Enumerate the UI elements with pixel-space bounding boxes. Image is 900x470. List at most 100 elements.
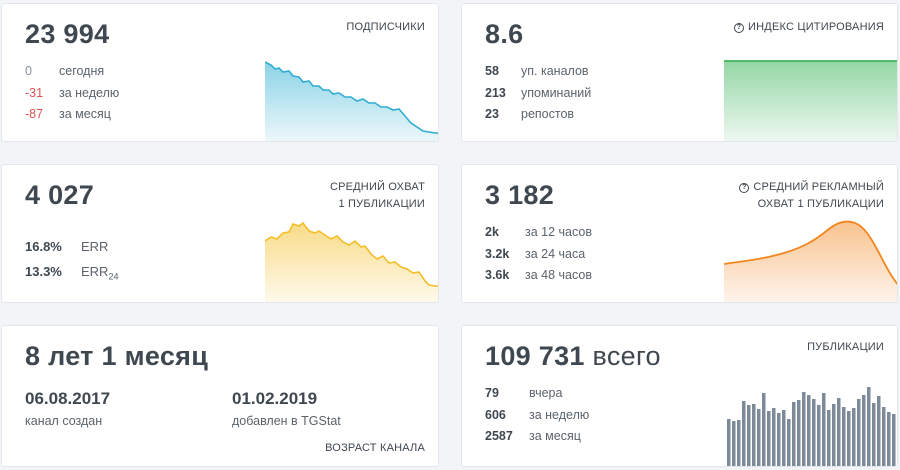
created-date: 06.08.2017 bbox=[25, 389, 111, 408]
pub-bar bbox=[762, 393, 766, 466]
pub-bar bbox=[882, 407, 886, 466]
citation-stats: 58 уп. каналов 213 упоминаний 23 репостов bbox=[485, 61, 591, 126]
ad-reach-sparkline bbox=[724, 220, 897, 302]
pub-bar bbox=[877, 396, 881, 466]
pub-bar bbox=[782, 410, 786, 466]
subscribers-stats: 0 сегодня -31 за неделю -87 за месяц bbox=[25, 61, 119, 126]
stat-value: -31 bbox=[25, 85, 44, 100]
pub-bar bbox=[797, 400, 801, 466]
err24-value: 13.3% bbox=[25, 264, 62, 279]
pub-bar bbox=[727, 419, 731, 466]
stat-row: 23 репостов bbox=[485, 104, 591, 126]
stat-label: за неделю bbox=[59, 85, 120, 100]
err24-row: 13.3% ERR24 bbox=[25, 259, 118, 284]
stat-label: за 12 часов bbox=[525, 225, 592, 239]
reach-sparkline bbox=[265, 221, 438, 302]
pub-bar bbox=[777, 413, 781, 466]
publications-total: 109 731 bbox=[485, 341, 585, 371]
ad-reach-label-line2: ОХВАТ 1 ПУБЛИКАЦИИ bbox=[757, 198, 884, 210]
stat-value: 0 bbox=[25, 64, 32, 78]
stat-value: 2587 bbox=[485, 429, 513, 443]
pub-bar bbox=[787, 419, 791, 466]
citation-label-text: ИНДЕКС ЦИТИРОВАНИЯ bbox=[748, 21, 884, 33]
stat-row: -87 за месяц bbox=[25, 104, 119, 126]
publications-suffix: всего bbox=[592, 341, 661, 371]
reach-value: 4 027 bbox=[25, 180, 95, 210]
citation-label: ? ИНДЕКС ЦИТИРОВАНИЯ bbox=[734, 19, 884, 36]
ad-reach-label: ? СРЕДНИЙ РЕКЛАМНЫЙ ОХВАТ 1 ПУБЛИКАЦИИ bbox=[739, 179, 884, 213]
stat-label: за 24 часа bbox=[525, 246, 586, 261]
stat-value: 3.2k bbox=[485, 246, 510, 261]
pub-bar bbox=[822, 393, 826, 466]
stat-label: упоминаний bbox=[521, 85, 592, 100]
created-caption: канал создан bbox=[25, 414, 103, 428]
stat-row: 3.2k за 24 часа bbox=[485, 244, 592, 266]
pub-bar bbox=[792, 402, 796, 466]
stat-row: 606 за неделю bbox=[485, 405, 589, 427]
ad-reach-stats: 2k за 12 часов 3.2k за 24 часа 3.6k за 48 ч… bbox=[485, 222, 592, 287]
stat-row: 3.6k за 48 часов bbox=[485, 265, 592, 287]
question-circle-icon[interactable]: ? bbox=[739, 183, 750, 193]
pub-bar bbox=[852, 408, 856, 466]
age-value: 8 лет 1 месяц bbox=[25, 341, 209, 371]
ad-reach-label-line1: ? СРЕДНИЙ РЕКЛАМНЫЙ bbox=[739, 179, 884, 196]
publications-card[interactable]: 109 731 всего ПУБЛИКАЦИИ 79 вчера 606 за н… bbox=[461, 325, 898, 467]
publications-label: ПУБЛИКАЦИИ bbox=[807, 341, 884, 353]
err-label: ERR bbox=[81, 239, 109, 254]
stat-label: за неделю bbox=[529, 407, 590, 422]
age-label: ВОЗРАСТ КАНАЛА bbox=[325, 442, 425, 454]
added-date: 01.02.2019 bbox=[232, 389, 318, 408]
stat-value: 23 bbox=[485, 107, 499, 121]
err-row: 16.8% ERR bbox=[25, 234, 118, 259]
pub-bar bbox=[807, 395, 811, 466]
err-value: 16.8% bbox=[25, 239, 62, 254]
reach-label: СРЕДНИЙ ОХВАТ 1 ПУБЛИКАЦИИ bbox=[330, 179, 425, 213]
publications-barchart bbox=[727, 387, 896, 466]
stat-row: 0 сегодня bbox=[25, 61, 119, 83]
pub-bar bbox=[812, 399, 816, 466]
pub-bar bbox=[757, 409, 761, 466]
pub-bar bbox=[867, 387, 871, 466]
stat-row: 58 уп. каналов bbox=[485, 61, 591, 83]
publications-stats: 79 вчера 606 за неделю 2587 за месяц bbox=[485, 383, 589, 448]
pub-bar bbox=[892, 414, 896, 466]
stat-label: за месяц bbox=[529, 429, 581, 443]
pub-bar bbox=[837, 398, 841, 466]
ad-reach-card[interactable]: 3 182 ? СРЕДНИЙ РЕКЛАМНЫЙ ОХВАТ 1 ПУБЛИКА… bbox=[461, 164, 898, 303]
err24-label: ERR bbox=[81, 264, 109, 279]
pub-bar bbox=[862, 395, 866, 466]
stat-value: 3.6k bbox=[485, 268, 510, 282]
reach-label-line1: СРЕДНИЙ ОХВАТ bbox=[329, 181, 425, 193]
ad-reach-label-line1-text: СРЕДНИЙ РЕКЛАМНЫЙ bbox=[753, 181, 884, 193]
ad-reach-value: 3 182 bbox=[485, 180, 555, 210]
pub-bar bbox=[737, 420, 741, 466]
pub-bar bbox=[732, 421, 736, 466]
citation-sparkline bbox=[724, 60, 897, 141]
pub-bar bbox=[842, 407, 846, 466]
pub-bar bbox=[832, 404, 836, 466]
pub-bar bbox=[742, 401, 746, 466]
age-card[interactable]: 8 лет 1 месяц 06.08.2017 канал создан 01… bbox=[1, 325, 439, 467]
pub-bar bbox=[817, 405, 821, 466]
added-caption: добавлен в TGStat bbox=[232, 414, 341, 428]
subscribers-card[interactable]: 23 994 ПОДПИСЧИКИ 0 сегодня -31 за неделю … bbox=[1, 3, 439, 142]
stat-row: 2k за 12 часов bbox=[485, 222, 592, 244]
subscribers-value: 23 994 bbox=[25, 19, 110, 49]
pub-bar bbox=[847, 411, 851, 466]
stat-label: уп. каналов bbox=[521, 64, 589, 78]
subscribers-sparkline bbox=[265, 61, 438, 141]
pub-bar bbox=[802, 392, 806, 466]
stat-row: 213 упоминаний bbox=[485, 83, 591, 105]
pub-bar bbox=[827, 410, 831, 466]
stat-row: 79 вчера bbox=[485, 383, 589, 405]
pub-bar bbox=[857, 399, 861, 466]
stat-value: 213 bbox=[485, 85, 506, 100]
pub-bar bbox=[772, 408, 776, 466]
stat-value: 2k bbox=[485, 225, 499, 239]
citation-card[interactable]: 8.6 ? ИНДЕКС ЦИТИРОВАНИЯ 58 уп. каналов 21… bbox=[461, 3, 898, 142]
stat-row: -31 за неделю bbox=[25, 83, 119, 105]
stat-label: вчера bbox=[529, 386, 563, 400]
reach-card[interactable]: 4 027 СРЕДНИЙ ОХВАТ 1 ПУБЛИКАЦИИ 16.8% ER… bbox=[1, 164, 439, 303]
question-circle-icon[interactable]: ? bbox=[734, 23, 745, 33]
pub-bar bbox=[887, 412, 891, 466]
